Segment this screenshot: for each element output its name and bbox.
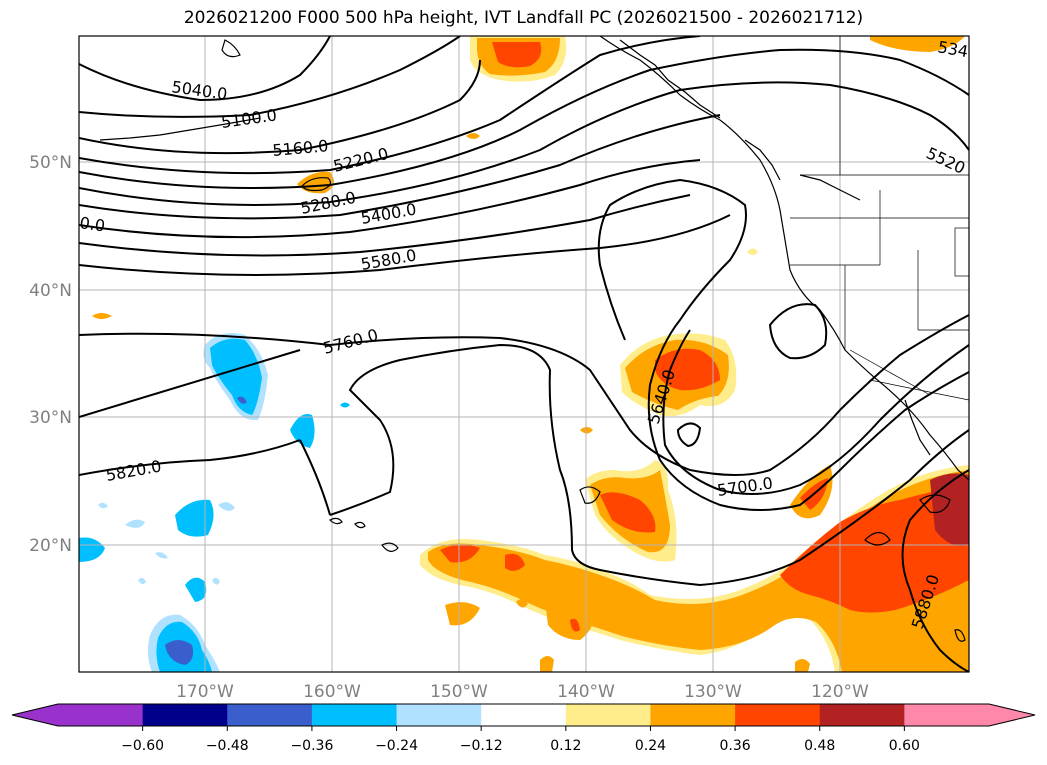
lon-label-150w: 150°W bbox=[430, 682, 488, 702]
lat-label-30n: 30°N bbox=[29, 408, 72, 428]
colorbar-tick-label: 0.24 bbox=[635, 738, 666, 754]
chart-title: 2026021200 F000 500 hPa height, IVT Land… bbox=[183, 8, 864, 28]
colorbar-tick-label: −0.48 bbox=[206, 738, 249, 754]
colorbar-segment bbox=[904, 704, 990, 726]
lon-label-140w: 140°W bbox=[557, 682, 615, 702]
plot-frame bbox=[78, 35, 970, 673]
colorbar-tick-label: 0.60 bbox=[889, 738, 920, 754]
colorbar-segment bbox=[735, 704, 821, 726]
colorbar-segment bbox=[481, 704, 567, 726]
colorbar-segment bbox=[227, 704, 313, 726]
longitude-labels: 170°W 160°W 150°W 140°W 130°W 120°W bbox=[176, 682, 869, 702]
ivt-negative-shading bbox=[79, 332, 350, 672]
graticule bbox=[79, 36, 969, 672]
colorbar-segment bbox=[819, 704, 905, 726]
colorbar-segment bbox=[142, 704, 228, 726]
lon-label-170w: 170°W bbox=[176, 682, 234, 702]
contour-label-5160: 5160.0 bbox=[272, 136, 329, 160]
lon-label-130w: 130°W bbox=[684, 682, 742, 702]
map-plot-area bbox=[79, 36, 969, 672]
colorbar-tick-label: 0.12 bbox=[550, 738, 581, 754]
lon-label-120w: 120°W bbox=[811, 682, 869, 702]
colorbar-tick-label: −0.60 bbox=[121, 738, 164, 754]
colorbar-tick-label: −0.12 bbox=[460, 738, 503, 754]
colorbar: −0.60 −0.48 −0.36 −0.24 −0.12 0.12 0.24 0.36 0.4… bbox=[11, 703, 1036, 754]
colorbar-tick-label: −0.24 bbox=[375, 738, 418, 754]
colorbar-tick-label: 0.48 bbox=[804, 738, 835, 754]
lon-label-160w: 160°W bbox=[303, 682, 361, 702]
colorbar-extend-low bbox=[12, 704, 58, 726]
colorbar-segment bbox=[565, 704, 651, 726]
colorbar-tick-label: −0.36 bbox=[290, 738, 333, 754]
boundaries bbox=[790, 36, 969, 401]
colorbar-segment bbox=[396, 704, 482, 726]
colorbar-segment bbox=[650, 704, 736, 726]
lat-label-40n: 40°N bbox=[29, 281, 72, 301]
latitude-labels: 50°N 40°N 30°N 20°N bbox=[29, 153, 72, 556]
colorbar-segment bbox=[311, 704, 398, 726]
ivt-positive-shading bbox=[92, 36, 969, 672]
contour-label-partial: 0.0 bbox=[78, 213, 106, 235]
height-contours bbox=[79, 36, 969, 672]
lat-label-50n: 50°N bbox=[29, 153, 72, 173]
colorbar-outline bbox=[11, 703, 1036, 727]
colorbar-tick-label: 0.36 bbox=[720, 738, 751, 754]
lat-label-20n: 20°N bbox=[29, 536, 72, 556]
colorbar-segment bbox=[58, 704, 144, 726]
colorbar-extend-high bbox=[989, 704, 1035, 726]
